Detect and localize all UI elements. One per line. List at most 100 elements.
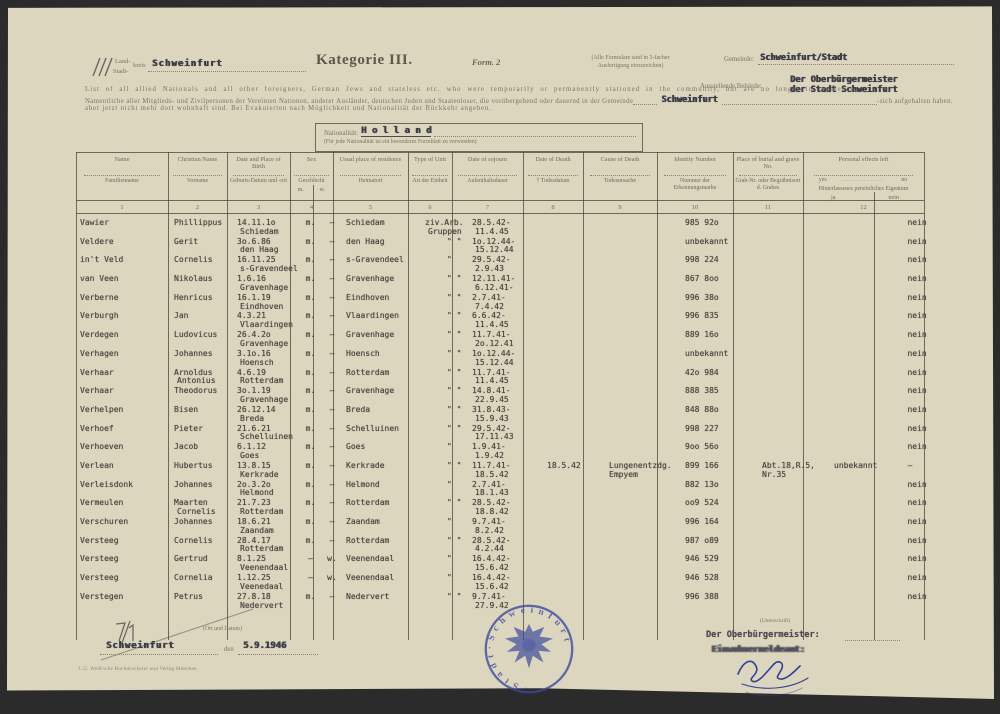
- cell-death-date: [543, 425, 607, 444]
- cell-grave: [761, 387, 832, 406]
- cell-residence: Schiedam: [346, 218, 385, 227]
- cell-christian-name: Maarten Cornelis: [174, 498, 216, 517]
- cell-grave: [761, 331, 832, 350]
- cell-birth: 16.1.19 Eindhoven: [237, 292, 284, 311]
- cell-sex: m. –: [305, 236, 335, 246]
- cell-death-date: [543, 574, 607, 593]
- cell-grave: [761, 593, 832, 612]
- cell-effects: nein: [907, 367, 927, 377]
- cell-identity-number: 42o 984: [685, 367, 719, 377]
- cell-sojourn: 28.5.42- 4.2.44: [472, 535, 511, 554]
- cell-grave: [761, 350, 832, 369]
- cell-sojourn: 1o.12.44- 15.12.44: [472, 348, 516, 367]
- cell-unit: " ": [447, 367, 462, 377]
- cell-identity-number: 946 528: [685, 573, 719, 583]
- cell-name: Verhaar: [80, 386, 114, 396]
- copies-note: (Alle Formulare sind in 5-facher Ausfert…: [591, 55, 670, 69]
- cell-death-cause: [607, 312, 683, 331]
- cell-identity-number: 9oo 56o: [685, 442, 719, 452]
- cell-unit: " ": [447, 535, 462, 545]
- cell-birth: 6.1.12 Goes: [237, 442, 266, 461]
- cell-identity-number: 889 16o: [685, 330, 719, 340]
- column-header-4: Sex Geschlecht m. w. 4: [290, 152, 333, 213]
- cell-effects: nein: [907, 386, 927, 396]
- cell-sex: m. –: [305, 498, 335, 508]
- cell-death-cause: [607, 499, 683, 518]
- cell-sex: m. –: [305, 517, 335, 526]
- cell-grave: [761, 312, 832, 331]
- cell-name: Verberne: [80, 292, 119, 302]
- cell-unit: ": [447, 554, 452, 564]
- cell-effects: nein: [907, 292, 927, 302]
- cell-grave: [761, 443, 832, 462]
- cell-identity-number: oo9 524: [685, 498, 719, 508]
- cell-identity-number: 996 38o: [685, 292, 719, 302]
- cell-sex: m. –: [305, 348, 335, 358]
- cell-christian-name: Nikolaus: [174, 274, 213, 284]
- cell-christian-name: Henricus: [174, 292, 213, 302]
- cell-grave: [761, 219, 832, 238]
- cell-sojourn: 28.5.42- 11.4.45: [472, 218, 511, 236]
- cell-sojourn: 6.6.42- 11.4.45: [472, 311, 509, 330]
- district-label-land: Land-: [115, 58, 131, 65]
- cell-residence: Nedervert: [346, 591, 390, 601]
- cell-death-cause: [607, 593, 683, 612]
- cell-unit: " ": [447, 404, 462, 414]
- cell-christian-name: Arnoldus Antonius: [174, 367, 216, 386]
- table-row: Verschuren Johannes 18.6.21 Zaandam m. – Zaand…: [76, 517, 927, 537]
- cell-death-date: [543, 256, 607, 275]
- cell-christian-name: Cornelis: [174, 255, 213, 265]
- nationality-label: Nationalität:: [324, 130, 358, 137]
- cell-sex: – w.: [308, 573, 337, 583]
- cell-grave: [761, 574, 832, 593]
- cell-residence: Helmond: [346, 479, 380, 489]
- cell-death-date: [543, 443, 607, 462]
- page-title: Kategorie III.: [316, 52, 413, 68]
- cell-death-cause: [607, 537, 683, 556]
- cell-name: Verlean: [80, 460, 114, 470]
- cell-birth: 1.12.25 Veenedaal: [237, 573, 284, 591]
- cell-residence: Eindhoven: [346, 292, 390, 302]
- handwritten-7-1-mark: [115, 620, 134, 644]
- ink-signature: [737, 660, 809, 697]
- cell-identity-number: unbekannt: [685, 348, 729, 358]
- cell-death-cause: [607, 574, 683, 593]
- cell-residence: Veenendaal: [346, 554, 395, 564]
- gemeinde-insert: Schweinfurt: [661, 95, 718, 105]
- city-stamp: · S t a d t · S c h w e i n f u r t: [484, 604, 574, 693]
- cell-sex: – w.: [308, 554, 337, 564]
- cell-sojourn: 2.7.41- 7.4.42: [472, 292, 506, 311]
- cell-grave: [761, 369, 832, 388]
- cell-residence: s-Gravendeel: [346, 255, 404, 265]
- table-row: Verdegen Ludovicus 26.4.2o Gravenhage m. – Gra…: [76, 330, 927, 350]
- cell-christian-name: Johannes: [174, 517, 213, 526]
- cell-residence: Rotterdam: [346, 498, 390, 508]
- cell-death-cause: [607, 518, 683, 537]
- cell-sex: m. –: [305, 274, 335, 284]
- cell-birth: 16.11.25 s-Gravendeel: [237, 255, 298, 274]
- column-header-12: Personal effects left yes............ no Hi…: [803, 152, 924, 213]
- cell-residence: Kerkrade: [346, 460, 385, 470]
- column-header-1: Name Familienname 1: [76, 152, 168, 213]
- table-row: Verstegen Petrus 27.8.18 Nedervert m. – Nederv…: [76, 591, 927, 612]
- intro-german-line1: Namentliche aller Mitglieds- und Zivilpe…: [85, 95, 953, 105]
- table-row: Verleisdonk Johannes 2o.3.2o Helmond m. – Helm…: [76, 479, 927, 500]
- cell-grave: [761, 238, 832, 257]
- cell-death-cause: [607, 294, 683, 313]
- cell-name: Verhoeven: [80, 442, 124, 452]
- cell-sojourn: 1.9.41- 1.9.42: [472, 442, 506, 461]
- cell-name: Verstegen: [80, 591, 124, 601]
- cell-sex: m. –: [305, 386, 335, 396]
- column-header-10: Identity Number Nummer der Erkennungsmark…: [657, 152, 733, 213]
- cell-effects: nein: [907, 348, 927, 358]
- cell-death-date: [543, 275, 607, 294]
- cell-unit: ": [447, 573, 452, 583]
- date-value: 5.9.1946: [243, 641, 287, 651]
- pencil-line: [100, 608, 254, 661]
- column-header-8: Date of Death † Todesdatum 8: [523, 152, 583, 213]
- cell-name: Versteeg: [80, 554, 119, 564]
- cell-name: Veldere: [80, 236, 114, 246]
- cell-sojourn: 16.4.42- 15.6.42: [472, 554, 511, 573]
- cell-death-cause: [607, 275, 683, 294]
- cell-death-cause: [607, 219, 683, 238]
